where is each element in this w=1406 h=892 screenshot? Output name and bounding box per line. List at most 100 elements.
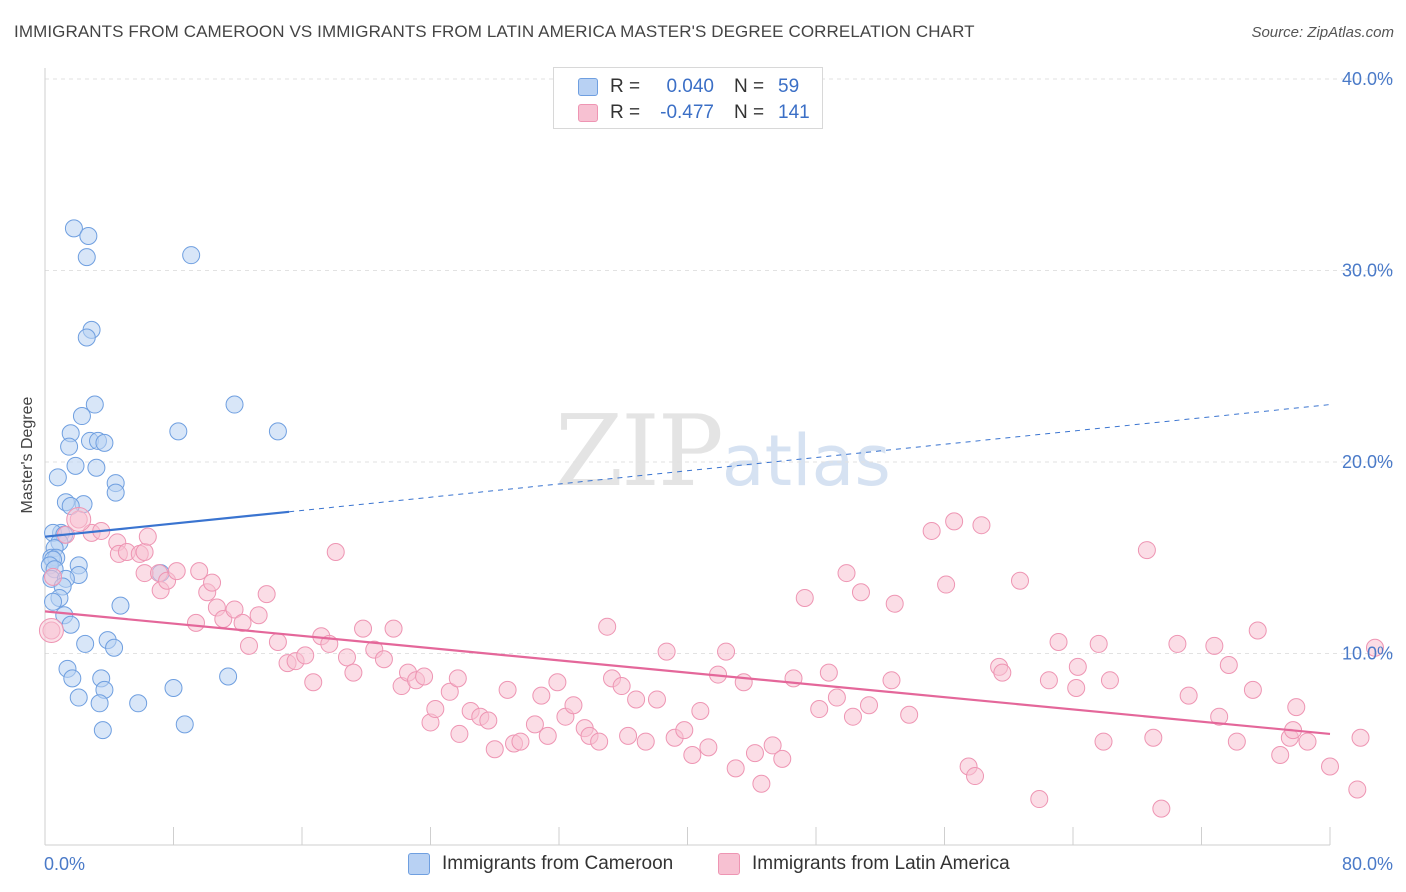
data-point xyxy=(773,749,792,768)
data-point xyxy=(66,456,85,475)
data-point xyxy=(532,686,551,705)
data-point xyxy=(85,395,104,414)
data-point xyxy=(717,642,736,661)
data-point xyxy=(1089,634,1108,653)
data-point xyxy=(1351,728,1370,747)
bottom-legend-swatch-latin-america xyxy=(718,853,740,875)
data-point xyxy=(257,585,276,604)
y-axis-label: Master's Degree xyxy=(19,396,36,514)
data-point xyxy=(882,671,901,690)
data-point xyxy=(354,619,373,638)
data-point xyxy=(77,248,96,267)
data-point xyxy=(239,636,258,655)
bottom-legend-label-cameroon: Immigrants from Cameroon xyxy=(442,853,674,874)
data-point xyxy=(1039,671,1058,690)
legend-n-label: N = xyxy=(734,102,765,123)
data-point xyxy=(837,564,856,583)
trend-line-cameroon-extrapolated xyxy=(289,404,1331,513)
data-point xyxy=(675,721,694,740)
data-point xyxy=(538,726,557,745)
data-point xyxy=(843,707,862,726)
data-point xyxy=(268,633,287,652)
data-point xyxy=(203,573,222,592)
data-point xyxy=(440,682,459,701)
data-point xyxy=(763,736,782,755)
data-point xyxy=(175,715,194,734)
bottom-legend-swatch-cameroon xyxy=(408,853,430,875)
data-point xyxy=(111,596,130,615)
y-tick-label: 30.0% xyxy=(1342,261,1393,281)
y-tick-label: 20.0% xyxy=(1342,452,1393,472)
data-point xyxy=(636,732,655,751)
data-point xyxy=(752,774,771,793)
watermark: ZIPatlas xyxy=(555,395,891,509)
data-point xyxy=(683,745,702,764)
data-point xyxy=(93,721,112,740)
data-point xyxy=(1248,621,1267,640)
data-point xyxy=(1243,680,1262,699)
data-point xyxy=(479,711,498,730)
data-point xyxy=(182,246,201,265)
data-point xyxy=(337,648,356,667)
correlation-legend: R = 0.040 N = 59 R = -0.477 N = 141 xyxy=(553,67,823,129)
series-cameroon-points xyxy=(40,219,287,740)
data-point xyxy=(851,583,870,602)
data-point xyxy=(819,663,838,682)
data-point xyxy=(1219,655,1238,674)
data-point xyxy=(612,677,631,696)
data-point xyxy=(69,688,88,707)
data-point xyxy=(61,615,80,634)
data-point xyxy=(1049,633,1068,652)
legend-swatch-latin-america xyxy=(578,104,598,122)
data-point xyxy=(1010,571,1029,590)
data-point xyxy=(164,678,183,697)
data-point xyxy=(1030,790,1049,809)
trend-lines xyxy=(44,404,1331,736)
data-point xyxy=(72,407,91,426)
data-point xyxy=(129,694,148,713)
legend-n-value: 59 xyxy=(778,76,800,97)
data-point xyxy=(1210,707,1229,726)
bottom-legend-latin-america: Immigrants from Latin America xyxy=(718,852,1010,876)
legend-r-value: 0.040 xyxy=(666,76,714,97)
data-point xyxy=(1137,541,1156,560)
data-point xyxy=(304,673,323,692)
data-point xyxy=(1144,728,1163,747)
data-point xyxy=(1168,634,1187,653)
data-point xyxy=(548,673,567,692)
data-point xyxy=(249,606,268,625)
legend-n-label: N = xyxy=(734,76,765,97)
chart-source: Source: ZipAtlas.com xyxy=(1251,24,1394,41)
legend-n-value: 141 xyxy=(778,102,810,123)
data-point xyxy=(922,521,941,540)
y-tick-label: 10.0% xyxy=(1342,644,1393,664)
data-point xyxy=(48,468,67,487)
data-point xyxy=(1321,757,1339,776)
data-point xyxy=(326,543,345,562)
series-latin-america-points xyxy=(38,506,1384,818)
data-point xyxy=(426,700,445,719)
data-point xyxy=(169,422,188,441)
data-point xyxy=(525,715,544,734)
data-point xyxy=(1152,799,1171,818)
data-point xyxy=(945,512,964,531)
data-point xyxy=(734,673,753,692)
data-point xyxy=(1298,732,1317,751)
data-point xyxy=(44,592,63,611)
data-point xyxy=(1100,671,1119,690)
data-point xyxy=(167,562,186,581)
data-point xyxy=(1287,698,1306,717)
axes xyxy=(44,68,1331,846)
data-point xyxy=(79,227,98,246)
legend-row-cameroon: R = 0.040 N = 59 xyxy=(578,75,799,99)
data-point xyxy=(993,663,1012,682)
data-point xyxy=(1205,636,1224,655)
data-point xyxy=(619,726,638,745)
data-point xyxy=(38,618,64,644)
data-point xyxy=(590,732,609,751)
data-point xyxy=(1068,657,1087,676)
data-point xyxy=(190,562,209,581)
bottom-legend-label-latin-america: Immigrants from Latin America xyxy=(752,853,1010,874)
data-point xyxy=(105,638,124,657)
data-point xyxy=(564,696,583,715)
